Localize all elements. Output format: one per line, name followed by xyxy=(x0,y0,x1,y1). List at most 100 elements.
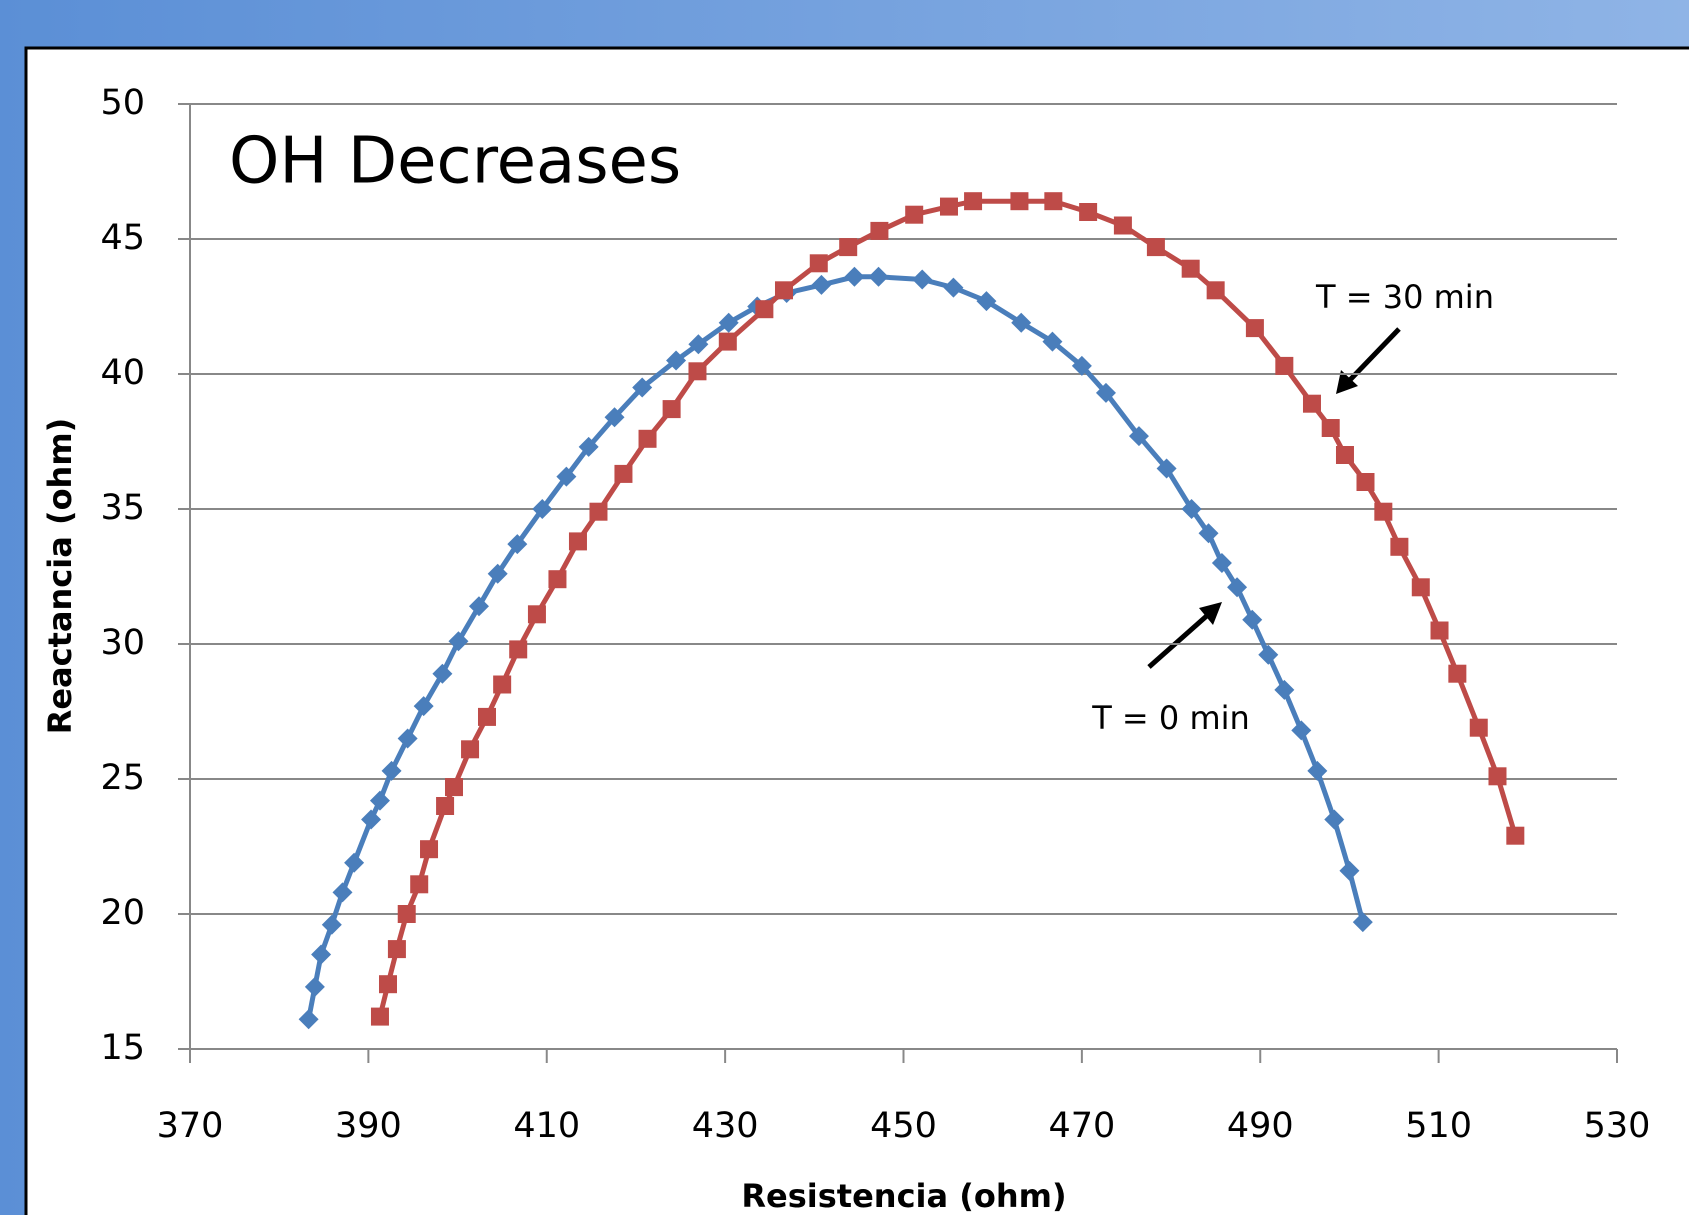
marker xyxy=(614,464,633,483)
marker xyxy=(1352,912,1373,933)
marker xyxy=(1324,809,1345,830)
marker xyxy=(662,400,681,419)
marker xyxy=(568,532,587,551)
marker xyxy=(370,1007,389,1026)
marker xyxy=(939,197,958,216)
marker xyxy=(1011,312,1032,333)
marker xyxy=(332,882,353,903)
marker xyxy=(666,350,687,371)
marker xyxy=(432,663,453,684)
marker xyxy=(298,1009,319,1030)
x-tick-label: 410 xyxy=(513,1106,580,1146)
marker xyxy=(1335,446,1354,464)
marker xyxy=(774,281,793,300)
marker xyxy=(1044,192,1063,211)
marker xyxy=(387,940,406,959)
x-tick-label: 430 xyxy=(692,1106,759,1146)
marker xyxy=(487,563,508,584)
marker xyxy=(448,631,469,652)
chart-title: OH Decreases xyxy=(229,125,681,199)
marker xyxy=(1227,577,1248,598)
marker xyxy=(1291,720,1312,741)
marker xyxy=(361,809,382,830)
marker xyxy=(1242,609,1263,630)
marker xyxy=(688,362,707,381)
marker xyxy=(1411,578,1430,597)
marker xyxy=(1181,499,1202,519)
marker xyxy=(844,266,865,287)
marker xyxy=(548,570,567,589)
marker xyxy=(1356,473,1375,491)
marker xyxy=(638,429,657,448)
marker xyxy=(532,499,553,519)
marker xyxy=(344,852,365,873)
marker xyxy=(811,274,832,295)
annotation: T = 30 min xyxy=(1315,278,1494,316)
marker xyxy=(444,778,463,797)
marker xyxy=(632,377,653,398)
arrow-head xyxy=(1336,370,1358,394)
x-axis-title: Resistencia (ohm) xyxy=(741,1177,1066,1215)
marker xyxy=(1374,502,1393,521)
arrow xyxy=(1147,611,1212,669)
annotation: T = 0 min xyxy=(1091,699,1250,737)
y-tick-label: 15 xyxy=(100,1028,145,1068)
marker xyxy=(1146,238,1165,257)
marker xyxy=(870,221,889,240)
marker xyxy=(1211,553,1232,573)
marker xyxy=(436,797,455,815)
marker xyxy=(1469,718,1488,737)
marker xyxy=(1128,426,1149,447)
y-tick-label: 25 xyxy=(100,758,145,798)
marker xyxy=(509,640,528,659)
marker xyxy=(321,914,342,935)
marker xyxy=(1488,767,1507,786)
marker xyxy=(1156,458,1177,479)
y-tick-label: 40 xyxy=(100,353,145,393)
marker xyxy=(1307,760,1328,781)
x-tick-label: 470 xyxy=(1048,1106,1115,1146)
marker xyxy=(420,840,439,859)
marker xyxy=(1430,621,1449,640)
marker xyxy=(507,534,528,555)
marker xyxy=(1339,860,1360,881)
y-tick-label: 45 xyxy=(100,218,145,258)
marker xyxy=(1274,679,1295,700)
marker xyxy=(461,740,480,759)
marker xyxy=(1245,319,1264,338)
marker xyxy=(1042,331,1063,352)
marker xyxy=(1506,826,1525,845)
marker xyxy=(755,300,774,319)
marker xyxy=(1010,192,1029,211)
marker xyxy=(468,596,489,617)
x-tick-label: 490 xyxy=(1227,1106,1294,1146)
y-tick-label: 20 xyxy=(100,893,145,933)
marker xyxy=(556,466,577,487)
marker xyxy=(413,696,434,717)
y-tick-label: 30 xyxy=(100,623,145,663)
marker xyxy=(397,728,418,749)
marker xyxy=(839,238,858,257)
marker xyxy=(1258,644,1279,665)
marker xyxy=(964,192,983,211)
marker xyxy=(410,875,429,894)
marker xyxy=(809,254,828,273)
marker xyxy=(1302,394,1321,413)
marker xyxy=(527,605,546,624)
marker xyxy=(1448,664,1467,683)
marker xyxy=(868,266,889,287)
y-tick-label: 50 xyxy=(100,83,145,123)
marker xyxy=(1071,355,1092,376)
y-tick-label: 35 xyxy=(100,488,145,528)
marker xyxy=(397,905,416,923)
marker xyxy=(1206,281,1225,300)
marker xyxy=(1275,356,1294,375)
marker xyxy=(688,334,709,355)
marker xyxy=(1390,537,1409,556)
marker xyxy=(578,436,599,457)
marker xyxy=(1321,419,1340,437)
x-tick-label: 390 xyxy=(335,1106,402,1146)
marker xyxy=(311,944,332,965)
